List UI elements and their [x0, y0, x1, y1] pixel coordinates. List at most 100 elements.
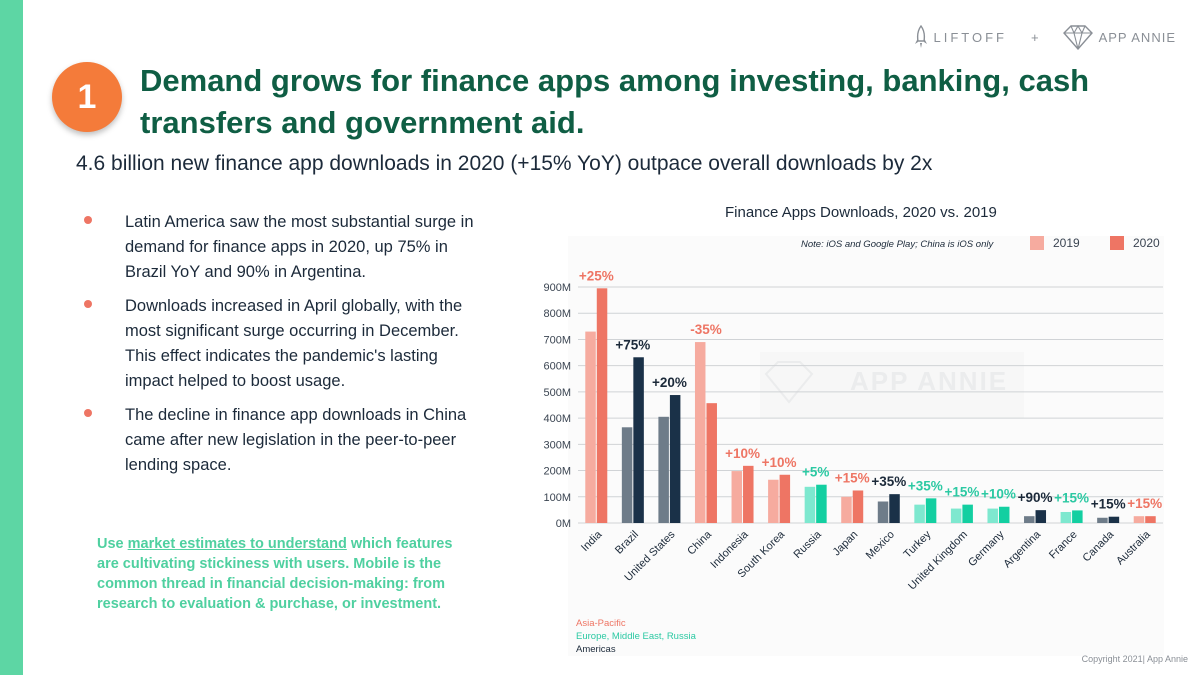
x-tick-label: India [579, 528, 605, 554]
callout-text: Use market estimates to understand which… [97, 534, 467, 614]
copyright-text: Copyright 2021| App Annie [1081, 654, 1188, 664]
bar-2019-south-korea [768, 479, 779, 523]
change-label: +35% [908, 478, 943, 493]
bar-2020-australia [1145, 516, 1156, 523]
change-label: +5% [802, 465, 829, 480]
change-label: +10% [762, 455, 797, 470]
chart-note: Note: iOS and Google Play; China is iOS … [801, 239, 994, 250]
bar-2020-france [1072, 510, 1083, 523]
liftoff-wordmark: LIFTOFF [933, 29, 1007, 45]
bar-2020-germany [998, 506, 1010, 523]
market-estimates-link[interactable]: market estimates to understand [127, 536, 347, 552]
y-tick-label: 700M [543, 334, 571, 346]
callout-suffix: which features are cultivating stickines… [97, 536, 453, 612]
bar-2019-indonesia [731, 471, 743, 523]
x-tick-label: Japan [831, 529, 861, 559]
region-emea: Europe, Middle East, Russia [576, 631, 696, 642]
x-tick-label: Canada [1081, 528, 1117, 564]
x-tick-label: France [1047, 529, 1080, 562]
change-label: +15% [1127, 496, 1162, 511]
bar-2019-united-states [658, 416, 669, 523]
legend-swatch-2019 [1030, 236, 1044, 250]
bar-2019-india [585, 331, 596, 523]
change-label: +15% [835, 470, 870, 485]
y-tick-label: 0M [556, 518, 571, 530]
bullet-text: The decline in finance app downloads in … [125, 406, 467, 474]
y-tick-label: 500M [543, 387, 571, 399]
bar-2020-united-states [669, 395, 681, 523]
page-subtitle: 4.6 billion new finance app downloads in… [76, 152, 933, 175]
change-label: +15% [1054, 490, 1089, 505]
bar-2019-france [1060, 511, 1072, 523]
bar-2019-canada [1097, 517, 1108, 523]
bar-2019-united-kingdom [950, 508, 962, 523]
x-tick-label: Australia [1114, 528, 1153, 567]
bar-2019-japan [841, 496, 852, 523]
x-tick-label: Turkey [901, 528, 933, 560]
y-tick-label: 600M [543, 361, 571, 373]
region-key: Asia-Pacific Europe, Middle East, Russia… [576, 617, 696, 656]
bullet-dot-icon [84, 216, 92, 224]
appannie-watermark: APP ANNIE [760, 352, 1024, 418]
x-tick-label: Brazil [613, 529, 641, 557]
change-label: +20% [652, 375, 687, 390]
bullet-text: Latin America saw the most substantial s… [125, 213, 474, 281]
y-tick-label: 100M [543, 492, 571, 504]
region-americas: Americas [576, 644, 616, 655]
bar-2019-china [694, 342, 706, 523]
change-label: +15% [1091, 497, 1126, 512]
page-title: Demand grows for finance apps among inve… [140, 63, 1090, 140]
y-tick-label: 800M [543, 308, 571, 320]
callout-prefix: Use [97, 536, 128, 552]
change-label: +25% [579, 268, 614, 283]
change-label: +75% [615, 337, 650, 352]
insight-list: Latin America saw the most substantial s… [82, 210, 482, 487]
x-tick-label: Germany [966, 528, 1007, 569]
legend-item-2019: 2019 [1030, 236, 1080, 250]
bar-2020-japan [852, 490, 864, 523]
partner-logos: LIFTOFF + APP ANNIE [914, 24, 1176, 50]
change-label: -35% [690, 322, 722, 337]
liftoff-logo: LIFTOFF [914, 25, 1007, 49]
bar-2019-brazil [621, 427, 633, 523]
legend-label-2019: 2019 [1053, 236, 1080, 250]
watermark-text: APP ANNIE [850, 366, 1008, 396]
bar-2020-brazil [633, 357, 644, 523]
change-label: +15% [944, 485, 979, 500]
legend-item-2020: 2020 [1110, 236, 1160, 250]
bar-2019-russia [804, 486, 816, 523]
section-number-badge: 1 [52, 62, 122, 132]
y-tick-label: 200M [543, 466, 571, 478]
bar-2020-mexico [889, 494, 900, 523]
bullet-text: Downloads increased in April globally, w… [125, 297, 463, 390]
bar-2020-indonesia [743, 465, 754, 523]
chart-title: Finance Apps Downloads, 2020 vs. 2019 [725, 204, 997, 221]
diamond-icon [1062, 24, 1093, 50]
list-item: Downloads increased in April globally, w… [82, 294, 482, 394]
bar-2019-australia [1133, 516, 1145, 523]
x-tick-label: Mexico [864, 529, 897, 562]
x-tick-label: Argentina [1001, 528, 1043, 570]
bar-2020-turkey [925, 498, 937, 523]
bar-2020-south-korea [779, 474, 791, 523]
rocket-icon [914, 25, 927, 48]
x-tick-label: China [685, 528, 714, 557]
bar-2019-mexico [877, 501, 889, 523]
bar-2020-india [596, 288, 608, 523]
side-accent-bar [0, 0, 23, 675]
bar-2020-argentina [1035, 510, 1047, 523]
bar-2020-united-kingdom [962, 504, 973, 523]
appannie-wordmark: APP ANNIE [1098, 29, 1176, 45]
change-label: +90% [1018, 490, 1053, 505]
y-tick-label: 400M [543, 413, 571, 425]
bar-2019-germany [987, 508, 998, 523]
bullet-dot-icon [84, 409, 92, 417]
y-tick-label: 300M [543, 439, 571, 451]
x-tick-label: Russia [792, 528, 825, 561]
region-asia-pacific: Asia-Pacific [576, 618, 626, 629]
legend-swatch-2020 [1110, 236, 1124, 250]
change-label: +10% [725, 446, 760, 461]
list-item: Latin America saw the most substantial s… [82, 210, 482, 285]
change-label: +35% [871, 474, 906, 489]
